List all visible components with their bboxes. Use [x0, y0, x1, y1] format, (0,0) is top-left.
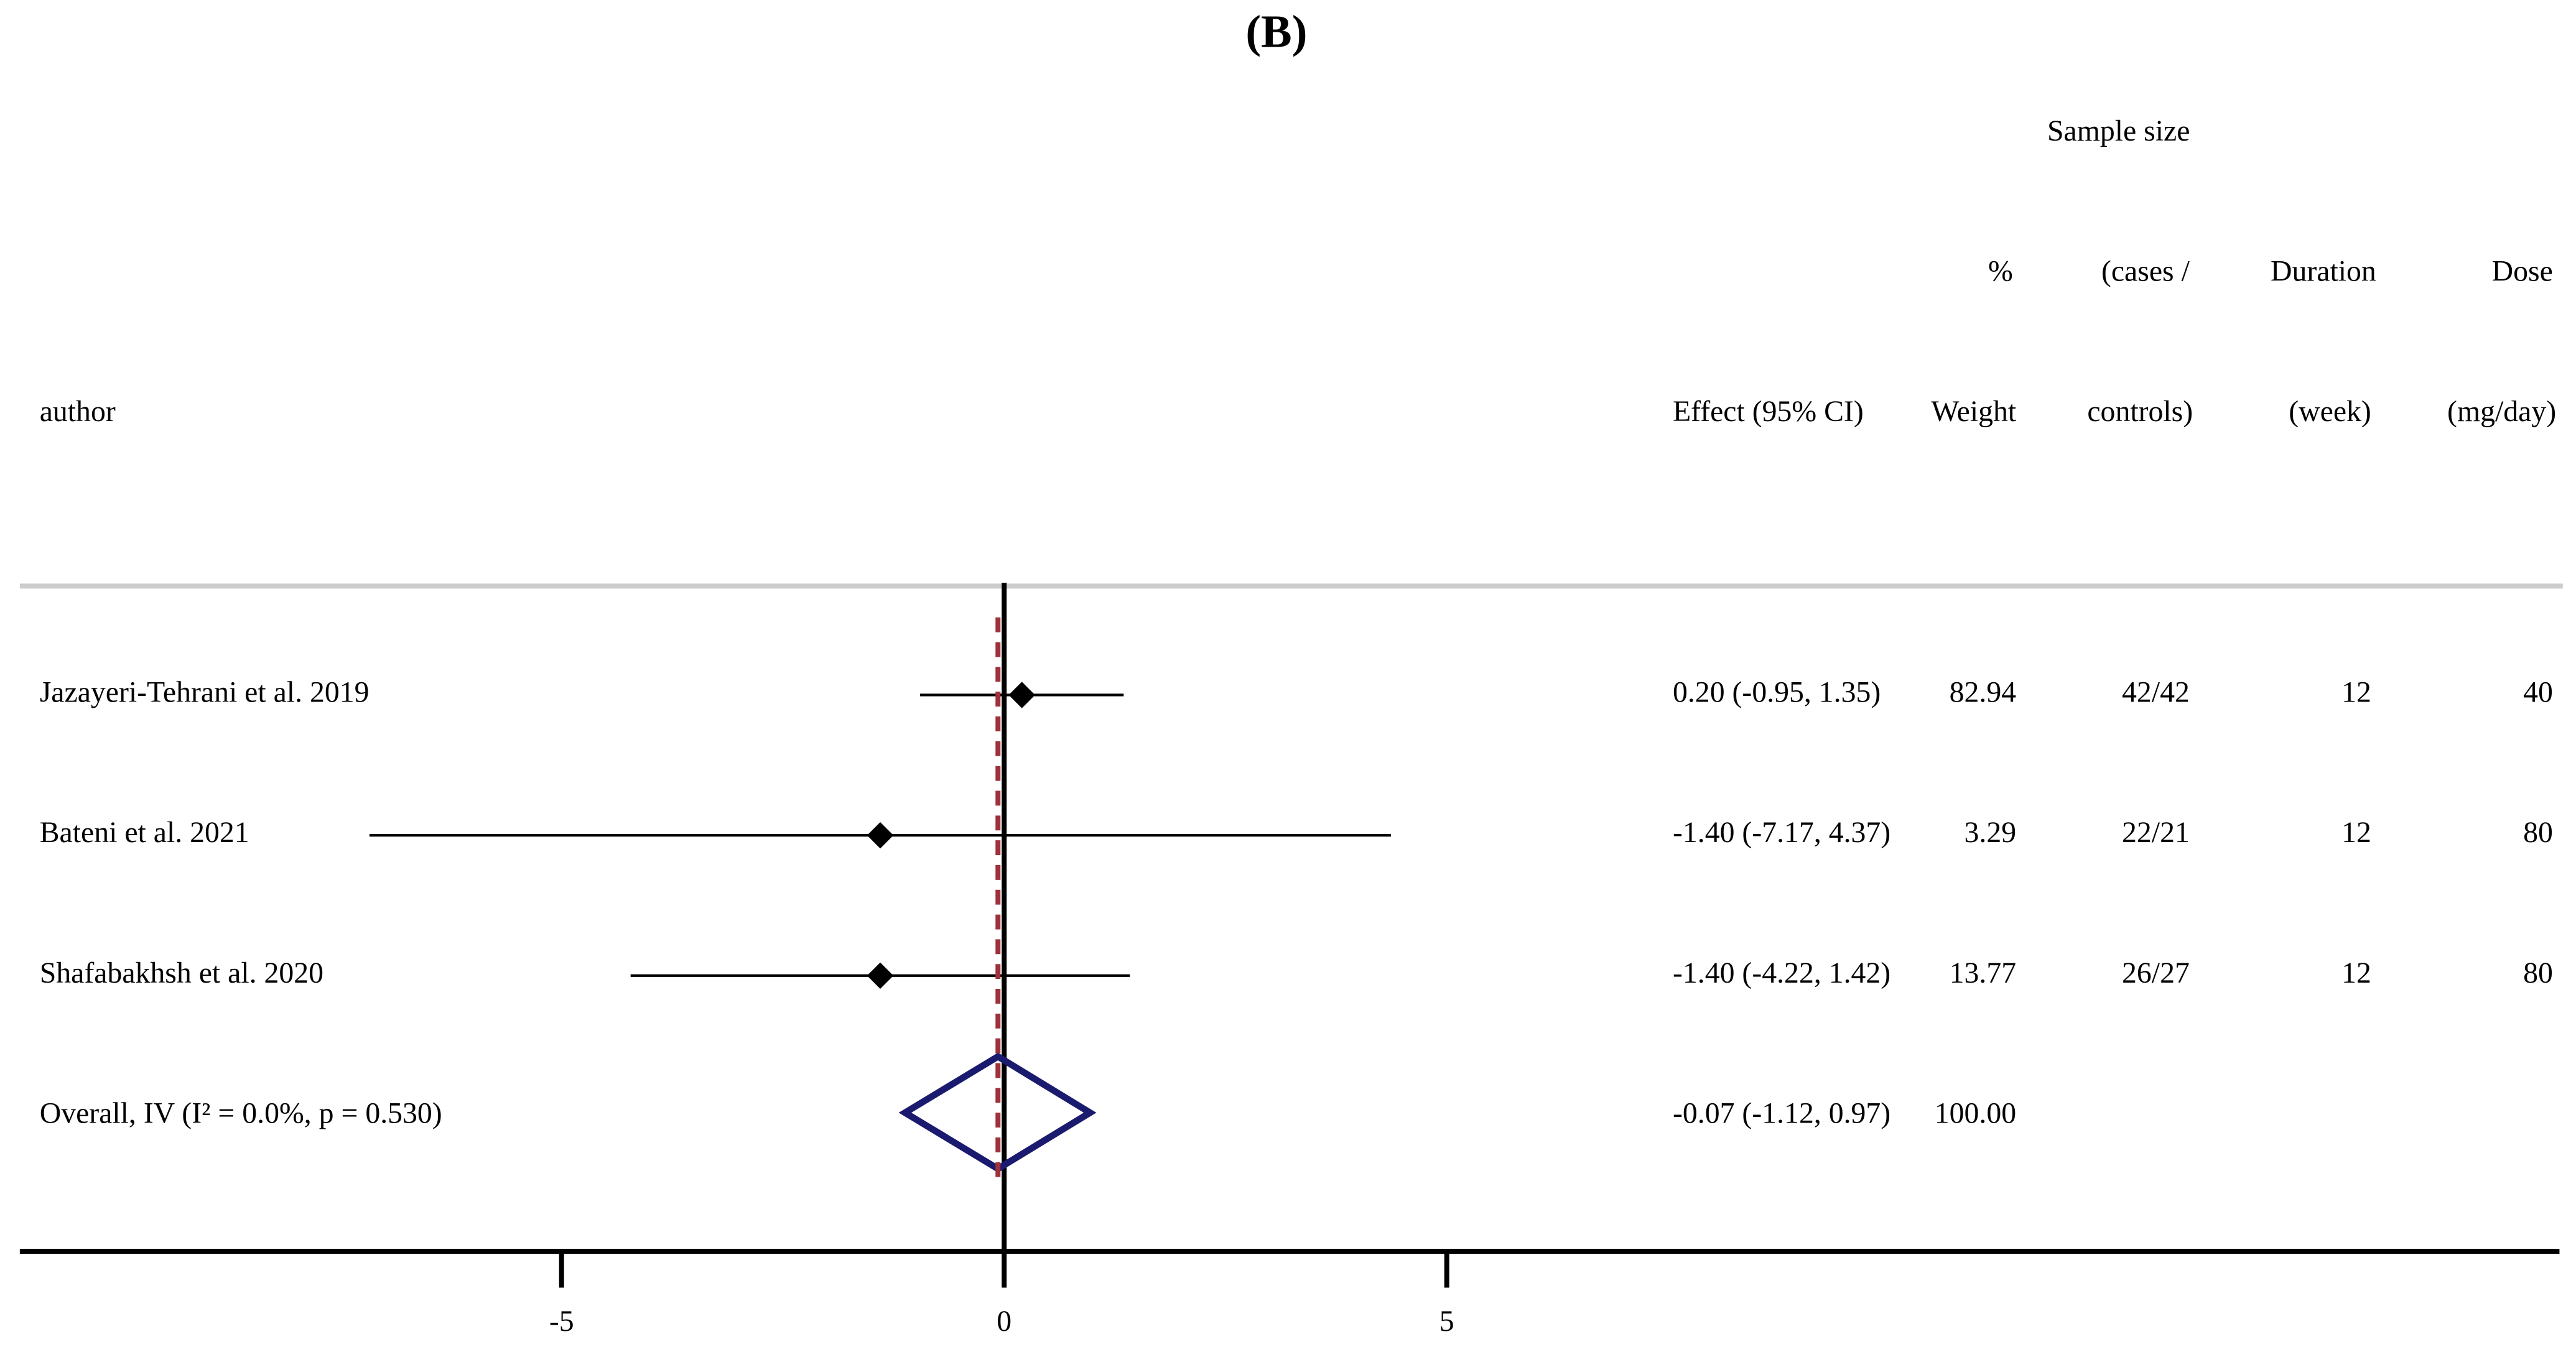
- study-name: Jazayeri-Tehrani et al. 2019: [40, 676, 370, 709]
- sample-label: 22/21: [2122, 816, 2190, 849]
- overall-name: Overall, IV (I² = 0.0%, p = 0.530): [40, 1096, 442, 1129]
- x-tick-label: 0: [997, 1305, 1011, 1338]
- header-weight: %: [1988, 255, 2013, 288]
- header-dose: (mg/day): [2447, 395, 2556, 428]
- effect-label: 0.20 (-0.95, 1.35): [1673, 676, 1881, 709]
- weight-label: 13.77: [1950, 956, 2016, 989]
- dose-label: 40: [2523, 676, 2553, 709]
- duration-label: 12: [2341, 816, 2371, 849]
- dose-label: 80: [2523, 956, 2553, 989]
- sample-label: 42/42: [2122, 676, 2190, 709]
- effect-label: -1.40 (-4.22, 1.42): [1673, 956, 1890, 989]
- header-author: author: [40, 395, 116, 428]
- header-duration: Duration: [2271, 255, 2376, 288]
- weight-label: 3.29: [1965, 816, 2017, 849]
- overall-diamond: [898, 1052, 1097, 1173]
- study-name: Bateni et al. 2021: [40, 816, 249, 849]
- duration-label: 12: [2341, 676, 2371, 709]
- header-dose: Dose: [2492, 255, 2553, 288]
- header-duration: (week): [2289, 395, 2371, 428]
- weight-label: 100.00: [1935, 1096, 2016, 1129]
- header-weight: Weight: [1931, 395, 2016, 428]
- header-sample: (cases /: [2101, 255, 2190, 288]
- header-sample: controls): [2087, 395, 2193, 428]
- sample-label: 26/27: [2122, 956, 2190, 989]
- dose-label: 80: [2523, 816, 2553, 849]
- header-effect: Effect (95% CI): [1673, 395, 1864, 428]
- study-name: Shafabakhsh et al. 2020: [40, 956, 323, 989]
- effect-label: -0.07 (-1.12, 0.97): [1673, 1096, 1890, 1129]
- duration-label: 12: [2341, 956, 2371, 989]
- point-estimate: [867, 822, 894, 849]
- weight-label: 82.94: [1950, 676, 2017, 709]
- x-tick-label: -5: [549, 1305, 574, 1338]
- effect-label: -1.40 (-7.17, 4.37): [1673, 816, 1890, 849]
- chart-title: (B): [1245, 6, 1307, 57]
- header-sample: Sample size: [2047, 114, 2190, 147]
- point-estimate: [867, 962, 894, 989]
- x-tick-label: 5: [1439, 1305, 1454, 1338]
